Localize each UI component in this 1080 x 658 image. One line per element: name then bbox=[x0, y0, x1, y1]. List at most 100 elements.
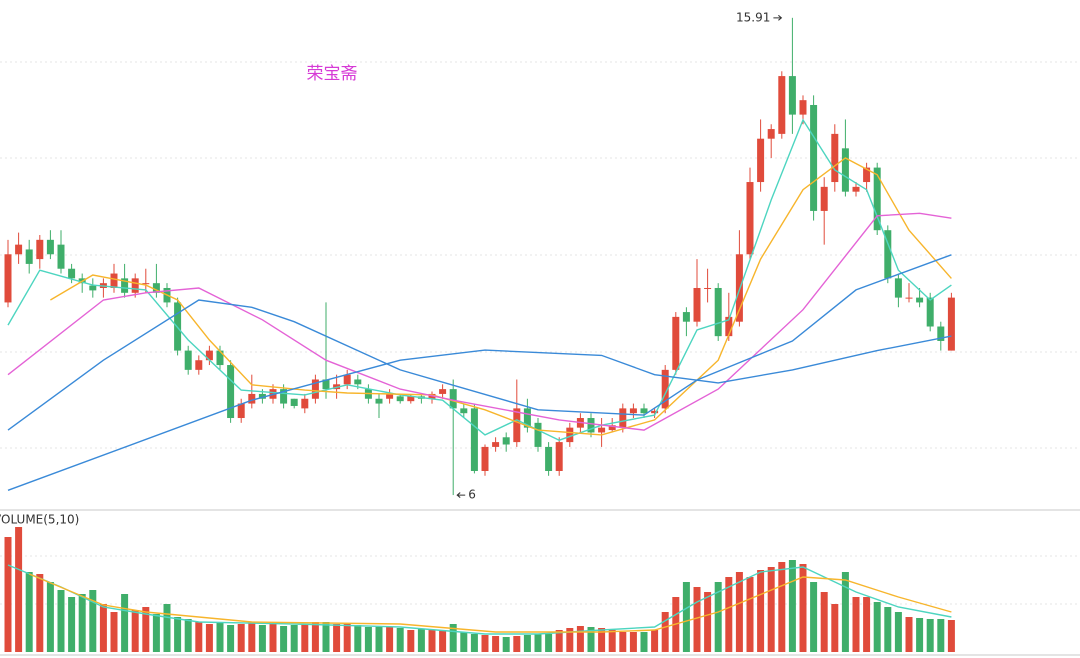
candle-body bbox=[110, 273, 118, 288]
volume-bar bbox=[651, 630, 659, 652]
volume-bar bbox=[661, 612, 669, 652]
stock-name: 荣宝斋 bbox=[307, 64, 358, 84]
volume-bar bbox=[301, 624, 309, 652]
plot-area: 15.91 6 bbox=[4, 10, 955, 652]
candle-body bbox=[884, 230, 892, 279]
candle-body bbox=[619, 408, 627, 428]
candle-body bbox=[788, 76, 796, 115]
volume-bar bbox=[269, 622, 277, 652]
volume-bar bbox=[99, 604, 107, 652]
volume-bar bbox=[131, 610, 139, 652]
candle-body bbox=[57, 244, 65, 269]
volume-bar bbox=[470, 634, 478, 652]
volume-bar bbox=[280, 626, 288, 652]
volume-bar bbox=[417, 629, 425, 652]
candle-body bbox=[598, 427, 606, 433]
candle-body bbox=[608, 425, 616, 431]
volume-bar bbox=[746, 577, 754, 652]
volume-bar bbox=[386, 627, 394, 652]
volume-bar bbox=[640, 632, 648, 652]
candle-body bbox=[841, 148, 849, 192]
volume-bar bbox=[89, 590, 97, 652]
candle-body bbox=[481, 446, 489, 471]
volume-bar bbox=[778, 562, 786, 652]
volume-bar bbox=[68, 597, 76, 652]
candle-body bbox=[502, 437, 510, 445]
volume-bar bbox=[884, 607, 892, 652]
candle-body bbox=[555, 442, 563, 471]
volume-bar bbox=[629, 632, 637, 652]
candle-body bbox=[926, 297, 934, 327]
candle-body bbox=[354, 379, 362, 385]
candle-body bbox=[25, 249, 33, 264]
volume-bar bbox=[523, 635, 531, 652]
moving-average bbox=[7, 212, 952, 431]
candle-body bbox=[375, 398, 383, 404]
volume-bar bbox=[142, 607, 150, 652]
candle-body bbox=[682, 312, 690, 322]
moving-average bbox=[7, 118, 952, 441]
candle-body bbox=[4, 254, 12, 303]
candle-body bbox=[322, 379, 330, 390]
candle-body bbox=[258, 393, 266, 399]
volume-bar bbox=[799, 564, 807, 652]
volume-bar bbox=[163, 604, 171, 652]
volume-bar bbox=[492, 636, 500, 652]
volume-bar bbox=[195, 622, 203, 652]
candle-body bbox=[629, 408, 637, 414]
candle-body bbox=[947, 297, 955, 351]
volume-bar bbox=[237, 624, 245, 652]
candle-body bbox=[693, 287, 701, 322]
volume-bar bbox=[449, 624, 457, 652]
volume-bar bbox=[682, 582, 690, 652]
candle-body bbox=[227, 365, 235, 419]
candle-body bbox=[640, 408, 648, 414]
volume-bar bbox=[205, 624, 213, 652]
moving-average bbox=[7, 254, 952, 431]
volume-bar bbox=[608, 630, 616, 652]
volume-bar bbox=[767, 567, 775, 652]
volume-bar bbox=[598, 628, 606, 652]
arrow bbox=[773, 14, 783, 21]
candle-body bbox=[205, 350, 213, 361]
moving-average bbox=[50, 157, 952, 436]
volume-bar bbox=[311, 622, 319, 652]
volume-bar bbox=[78, 594, 86, 652]
volume-bar bbox=[937, 619, 945, 652]
candle-body bbox=[661, 369, 669, 409]
volume-bar bbox=[407, 630, 415, 652]
candle-body bbox=[778, 76, 786, 134]
candle-body bbox=[651, 410, 659, 414]
candle-body bbox=[492, 442, 500, 447]
volume-bar bbox=[290, 625, 298, 652]
volume-bar bbox=[894, 612, 902, 652]
volume-bar bbox=[947, 620, 955, 652]
candle-body bbox=[672, 316, 680, 370]
candle-body bbox=[704, 287, 712, 289]
candle-body bbox=[534, 422, 542, 447]
candle-body bbox=[460, 408, 468, 414]
candle-body bbox=[407, 396, 415, 402]
candle-body bbox=[767, 129, 775, 139]
candle-body bbox=[36, 239, 44, 260]
volume-bar bbox=[841, 572, 849, 652]
volume-bar bbox=[831, 604, 839, 652]
volume-bar bbox=[810, 582, 818, 652]
high-label: 15.91 bbox=[736, 10, 770, 24]
volume-bar bbox=[428, 630, 436, 652]
volume-bar bbox=[820, 592, 828, 652]
volume-bar bbox=[481, 635, 489, 652]
volume-bar bbox=[619, 632, 627, 652]
volume-bar bbox=[439, 630, 447, 652]
candle-body bbox=[449, 389, 457, 409]
volume-bar bbox=[4, 537, 12, 652]
volume-bar bbox=[57, 590, 65, 652]
candle-body bbox=[470, 408, 478, 471]
candle-body bbox=[68, 268, 76, 279]
candle-body bbox=[121, 278, 129, 293]
volume-bar bbox=[566, 628, 574, 652]
volume-bar bbox=[110, 612, 118, 652]
volume-bar bbox=[757, 570, 765, 652]
volume-bar bbox=[152, 614, 160, 652]
